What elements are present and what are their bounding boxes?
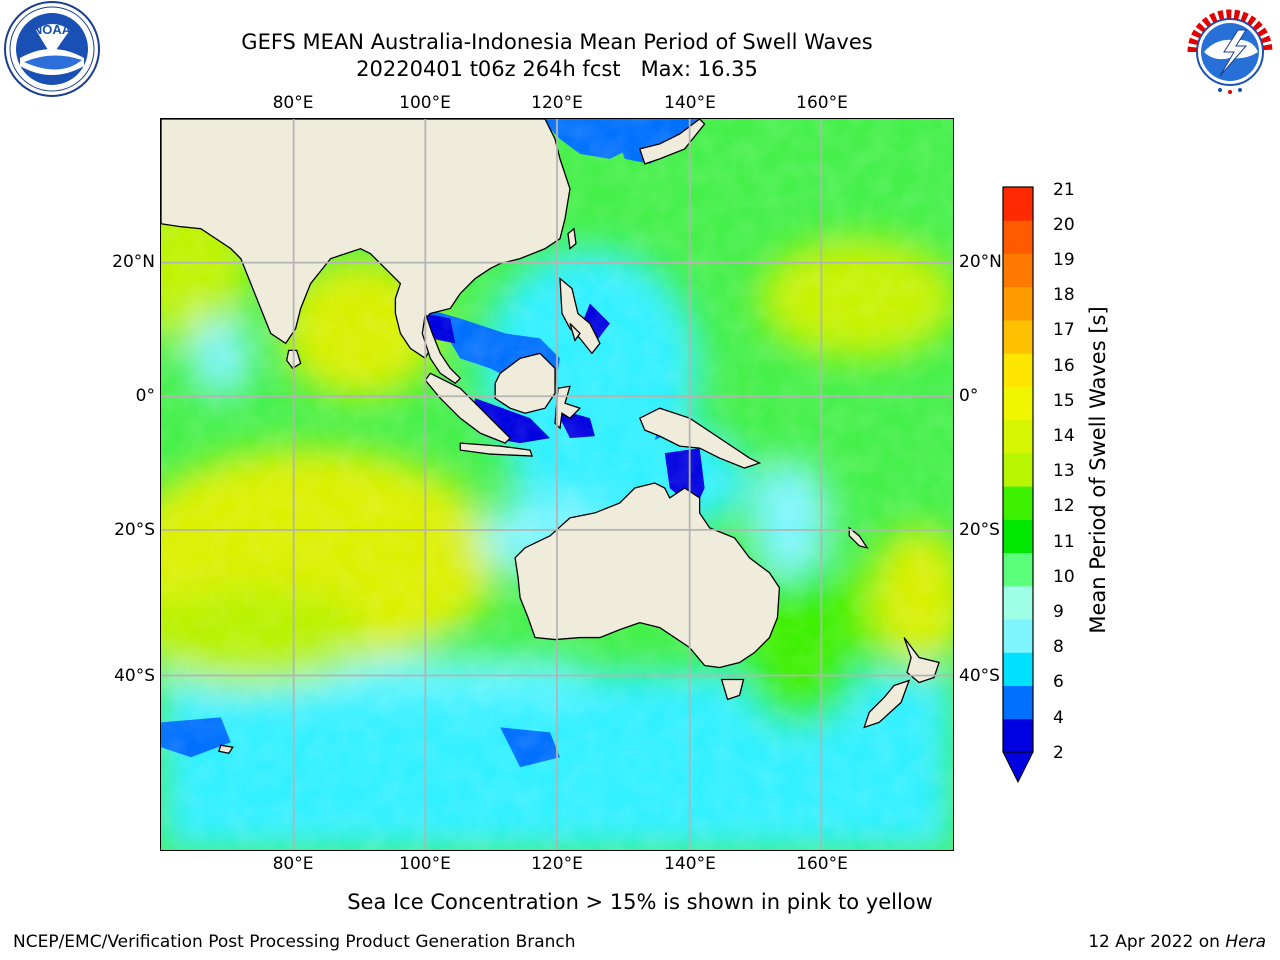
lon-tick-top: 100°E [399,93,451,113]
lat-tick-left: 20°N [112,252,155,272]
lon-tick-top: 140°E [664,93,716,113]
chart-title: GEFS MEAN Australia-Indonesia Mean Perio… [241,30,873,54]
japan [638,119,706,165]
colorbar-tick: 14 [1053,426,1075,446]
tasmania [720,678,745,701]
colorbar-tick: 11 [1053,532,1075,552]
colorbar-segment [1003,319,1033,354]
lon-tick-top: 160°E [796,93,848,113]
lon-tick-bottom: 100°E [399,854,451,874]
lon-tick-top: 120°E [531,93,583,113]
colorbar-segment [1003,353,1033,387]
colorbar-segment [1003,187,1033,221]
colorbar-tick: 12 [1053,496,1075,516]
sea-ice-note: Sea Ice Concentration > 15% is shown in … [347,890,933,914]
footer-credit: NCEP/EMC/Verification Post Processing Pr… [13,932,576,952]
new-zealand-south [863,679,911,729]
colorbar-tick: 13 [1053,461,1075,481]
colorbar-segment [1003,386,1033,421]
lon-tick-top: 80°E [272,93,314,113]
footer-host: Hera [1225,932,1266,952]
lon-tick-bottom: 80°E [272,854,314,874]
new-zealand-north [903,637,940,684]
colorbar-segment [1003,253,1033,288]
colorbar-tick: 15 [1053,391,1075,411]
colorbar-segment [1003,452,1033,487]
lon-tick-bottom: 160°E [796,854,848,874]
colorbar-tick: 20 [1053,215,1075,235]
colorbar-segment [1003,585,1033,620]
taiwan [567,227,577,250]
lat-tick-left: 0° [135,386,155,406]
swell-period-map [160,118,954,851]
colorbar-segment [1003,552,1033,587]
colorbar-tick: 17 [1053,320,1075,340]
philippines [559,277,601,355]
colorbar-segment [1003,519,1033,554]
colorbar-segment [1003,619,1033,653]
lat-tick-right: 20°S [959,520,1000,540]
colorbar-segment [1003,286,1033,321]
new-caledonia [848,526,869,549]
footer-date: 12 Apr 2022 on Hera [1088,932,1266,952]
colorbar-tick: 2 [1053,743,1064,763]
colorbar-segment [1003,685,1033,720]
nws-logo-icon [1184,6,1276,98]
svg-text:NOAA: NOAA [33,22,72,37]
colorbar-tick: 10 [1053,567,1075,587]
colorbar-segment [1003,419,1033,454]
lat-tick-left: 40°S [114,666,155,686]
lon-tick-bottom: 140°E [664,854,716,874]
colorbar-tick: 9 [1053,602,1064,622]
chart-subtitle: 20220401 t06z 264h fcst Max: 16.35 [356,57,758,81]
colorbar-title: Mean Period of Swell Waves [s] [1086,306,1110,634]
colorbar-segment [1003,220,1033,254]
colorbar-tick: 21 [1053,180,1075,200]
lat-tick-right: 0° [959,386,979,406]
footer-date-text: 12 Apr 2022 on [1088,932,1226,952]
colorbar-tick: 6 [1053,672,1064,692]
lat-tick-right: 20°N [959,252,1002,272]
lat-tick-left: 20°S [114,520,155,540]
borneo [494,352,556,414]
colorbar-tick: 18 [1053,285,1075,305]
colorbar [1002,186,1034,784]
colorbar-tick: 8 [1053,637,1064,657]
colorbar-segment [1003,718,1033,753]
noaa-logo-icon: NOAA [4,1,100,97]
lon-tick-bottom: 120°E [531,854,583,874]
lat-tick-right: 40°S [959,666,1000,686]
java [459,442,533,457]
colorbar-segment [1003,652,1033,687]
colorbar-tick: 4 [1053,708,1064,728]
asia-mainland [161,119,571,360]
colorbar-tick: 16 [1053,356,1075,376]
colorbar-tick: 19 [1053,250,1075,270]
colorbar-extend-triangle [1002,751,1034,784]
colorbar-segment [1003,486,1033,520]
sumatra [424,372,512,444]
